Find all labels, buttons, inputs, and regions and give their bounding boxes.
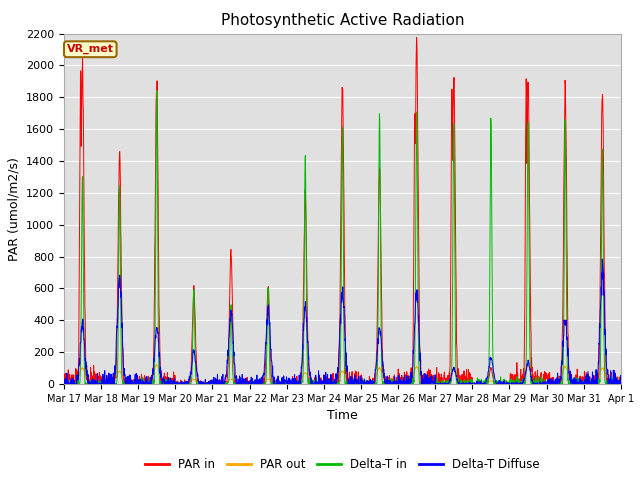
X-axis label: Time: Time <box>327 409 358 422</box>
Y-axis label: PAR (umol/m2/s): PAR (umol/m2/s) <box>8 157 20 261</box>
Title: Photosynthetic Active Radiation: Photosynthetic Active Radiation <box>221 13 464 28</box>
Text: VR_met: VR_met <box>67 44 114 54</box>
Legend: PAR in, PAR out, Delta-T in, Delta-T Diffuse: PAR in, PAR out, Delta-T in, Delta-T Dif… <box>140 454 545 476</box>
